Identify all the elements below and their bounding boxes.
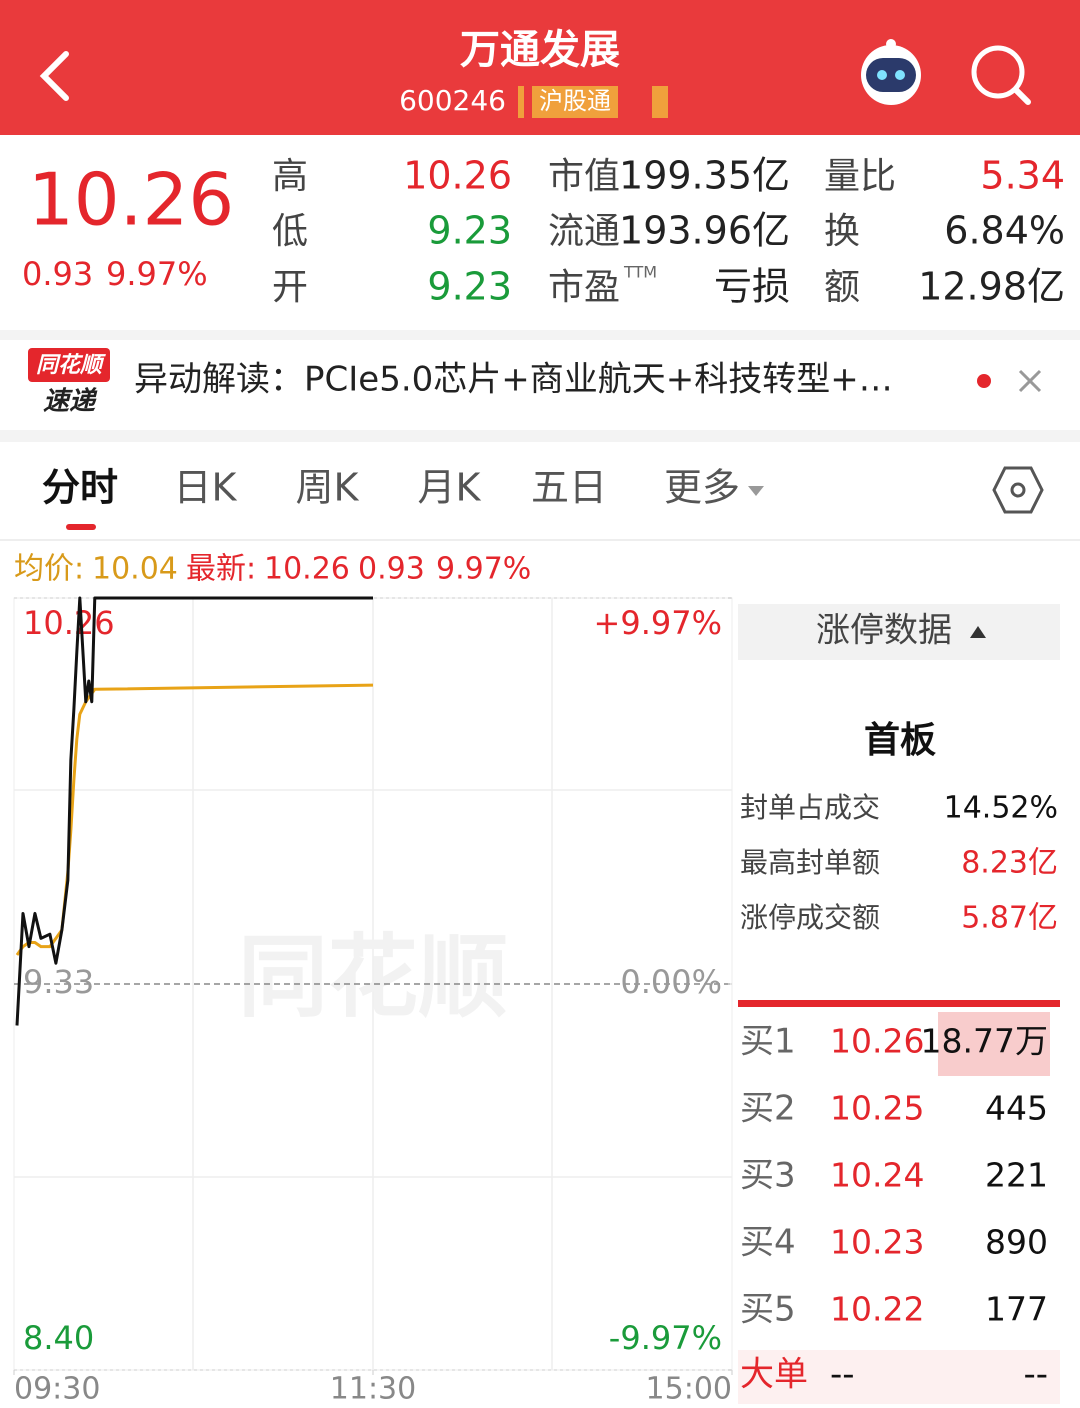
bid-level: 买3 xyxy=(740,1156,796,1196)
stat-value: 亏损 xyxy=(714,265,790,309)
stock-name: 万通发展 xyxy=(460,27,620,73)
panel-title: 涨停数据 xyxy=(816,611,952,651)
tab[interactable]: 日K xyxy=(174,466,238,510)
x-tick-label: 11:30 xyxy=(330,1372,416,1405)
change: 0.93 xyxy=(22,255,93,293)
stat-value: 9.23 xyxy=(427,209,512,253)
stat-label: 市值 xyxy=(548,156,620,197)
panel-label: 最高封单额 xyxy=(740,846,880,879)
bid-volume: 445 xyxy=(985,1089,1048,1128)
info-change-pct: 9.97% xyxy=(436,552,531,587)
stat-value: 10.26 xyxy=(403,154,512,198)
panel-value: 8.23亿 xyxy=(961,846,1058,881)
y2-tick-label: -9.97% xyxy=(609,1319,722,1357)
bid-price: 10.22 xyxy=(830,1290,924,1329)
divider xyxy=(0,330,1080,340)
panel-value: 5.87亿 xyxy=(961,901,1058,936)
big-order-value: -- xyxy=(830,1355,855,1395)
tag-divider xyxy=(518,86,524,118)
big-order-bg xyxy=(738,1350,1060,1404)
stat-label: 流通 xyxy=(548,211,620,252)
search-button[interactable] xyxy=(971,45,1031,105)
unread-dot xyxy=(977,374,991,388)
bid-level: 买1 xyxy=(740,1022,796,1062)
y-tick-label: 9.33 xyxy=(23,963,94,1001)
stat-label: 换 xyxy=(824,211,860,252)
tab[interactable]: 五日 xyxy=(531,466,607,510)
last-price: 10.26 xyxy=(28,158,234,242)
assistant-icon[interactable] xyxy=(861,39,921,105)
y-tick-label: 8.40 xyxy=(23,1319,94,1357)
stat-label: 市盈 xyxy=(548,267,620,308)
stat-label: 开 xyxy=(272,267,308,308)
tag-bg-2 xyxy=(652,86,668,118)
big-order-label: 大单 xyxy=(740,1355,808,1395)
dropdown-arrow xyxy=(748,486,764,496)
board-type: 首板 xyxy=(864,720,936,761)
stat-value: 9.23 xyxy=(427,265,512,309)
stat-label: 高 xyxy=(272,156,308,197)
news-badge-top: 同花顺 xyxy=(36,353,106,378)
back-button[interactable] xyxy=(39,51,69,101)
tab[interactable]: 周K xyxy=(296,466,360,510)
stat-value: 199.35亿 xyxy=(619,154,790,198)
close-button[interactable] xyxy=(1018,369,1042,393)
collapse-arrow[interactable] xyxy=(970,626,986,638)
panel-label: 涨停成交额 xyxy=(740,901,880,934)
stat-sup: TTM xyxy=(623,263,657,282)
stat-label: 额 xyxy=(824,267,860,308)
series-line xyxy=(15,596,373,1026)
stat-label: 量比 xyxy=(824,156,896,197)
info-avg-label: 均价: xyxy=(14,552,84,587)
news-text[interactable]: 异动解读：PCIe5.0芯片+商业航天+科技转型+… xyxy=(134,360,893,400)
bid-volume: 221 xyxy=(985,1156,1048,1195)
chart-grid-extra xyxy=(14,598,732,1370)
x-tick-label: 09:30 xyxy=(14,1372,100,1405)
stat-label: 低 xyxy=(272,211,308,252)
info-latest-label: 最新: xyxy=(186,552,256,587)
watermark: 同花顺 xyxy=(238,925,508,1030)
bid-price: 10.23 xyxy=(830,1223,924,1262)
divider xyxy=(0,430,1080,442)
tab[interactable]: 更多 xyxy=(664,466,740,510)
info-change: 0.93 xyxy=(358,552,425,587)
settings-button[interactable] xyxy=(992,466,1044,514)
tab-underline xyxy=(66,524,96,530)
big-order-value: -- xyxy=(1023,1355,1048,1395)
change-pct: 9.97% xyxy=(106,255,208,293)
x-tick-label: 15:00 xyxy=(646,1372,732,1405)
stat-value: 5.34 xyxy=(980,154,1065,198)
y2-tick-label: +9.97% xyxy=(594,604,722,642)
bid-volume: 18.77万 xyxy=(921,1022,1048,1061)
panel-title-bg xyxy=(738,604,1060,660)
market-tag: 沪股通 xyxy=(539,87,611,115)
bid-level: 买5 xyxy=(740,1290,796,1330)
bid-volume: 890 xyxy=(985,1223,1048,1262)
stat-value: 6.84% xyxy=(944,209,1065,253)
panel-label: 封单占成交 xyxy=(740,791,880,824)
y-tick-label: 10.26 xyxy=(23,604,115,642)
stock-code: 600246 xyxy=(399,84,506,117)
y2-tick-label: 0.00% xyxy=(620,963,722,1001)
bid-volume: 177 xyxy=(985,1290,1048,1329)
bid-level: 买4 xyxy=(740,1223,796,1263)
info-latest: 10.26 xyxy=(264,552,350,587)
news-badge-bottom: 速递 xyxy=(43,387,98,417)
stat-value: 12.98亿 xyxy=(918,265,1065,309)
tab[interactable]: 月K xyxy=(418,466,482,510)
tag-bg xyxy=(532,86,618,118)
volume-highlight xyxy=(938,1012,1050,1076)
bid-level: 买2 xyxy=(740,1089,796,1129)
bid-price: 10.25 xyxy=(830,1089,924,1128)
news-badge xyxy=(28,348,110,382)
info-avg: 10.04 xyxy=(92,552,178,587)
panel-value: 14.52% xyxy=(944,791,1058,826)
tab[interactable]: 分时 xyxy=(42,466,118,510)
order-book-rule xyxy=(738,1000,1060,1007)
bid-price: 10.26 xyxy=(830,1022,924,1061)
bid-price: 10.24 xyxy=(830,1156,924,1195)
stat-value: 193.96亿 xyxy=(619,209,790,253)
